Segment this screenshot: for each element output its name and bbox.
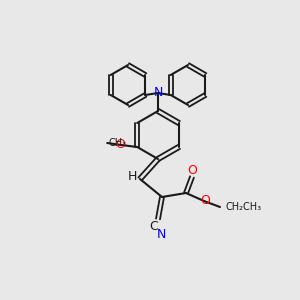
Text: CH₃: CH₃ <box>108 138 126 148</box>
Text: O: O <box>200 194 210 208</box>
Text: H: H <box>127 170 137 184</box>
Text: N: N <box>153 86 163 100</box>
Text: CH₂CH₃: CH₂CH₃ <box>226 202 262 212</box>
Text: N: N <box>156 227 166 241</box>
Text: C: C <box>150 220 158 232</box>
Text: O: O <box>187 164 197 178</box>
Text: O: O <box>115 139 125 152</box>
